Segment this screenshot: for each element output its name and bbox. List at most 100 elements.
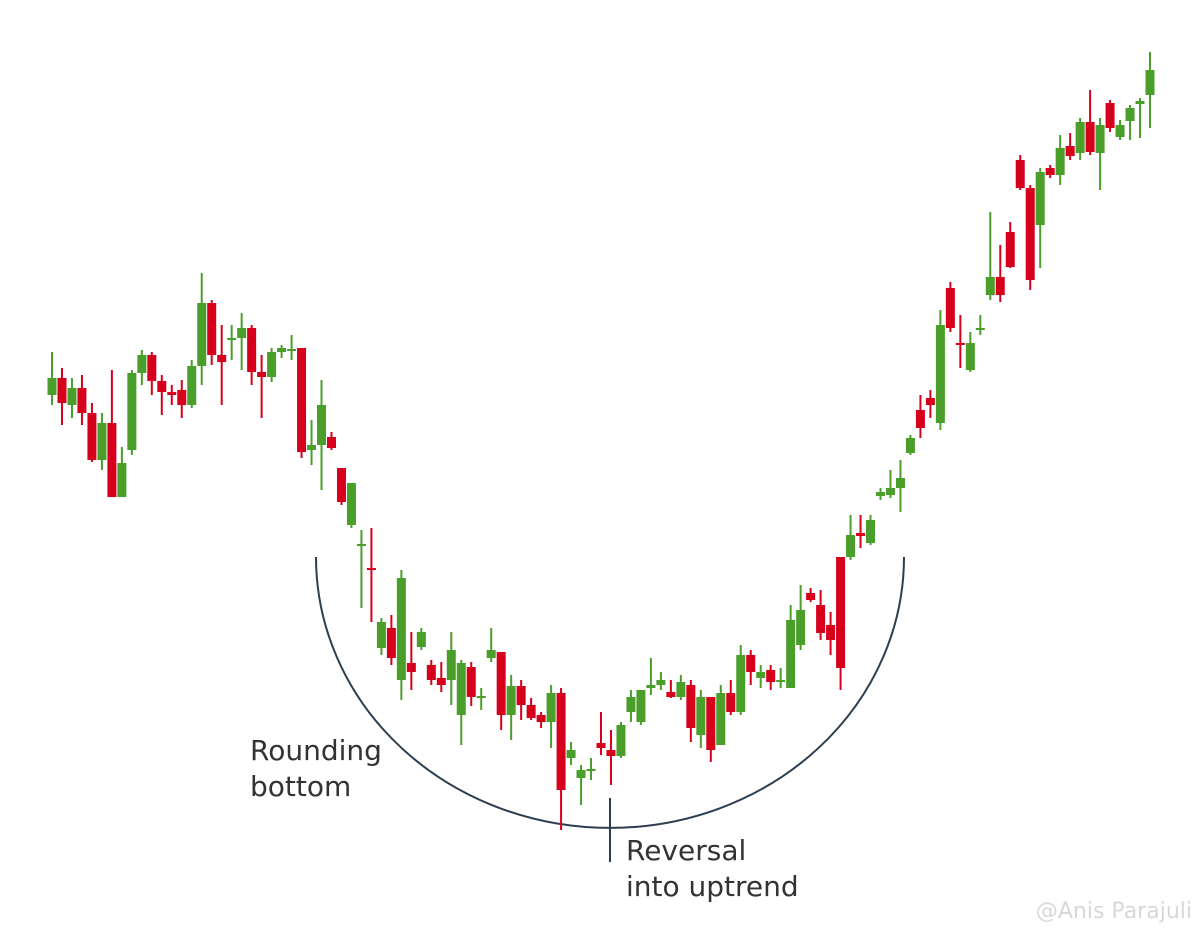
candle-body xyxy=(606,750,616,756)
candle-body xyxy=(107,423,117,497)
candle-body xyxy=(716,693,726,745)
candle-body xyxy=(426,665,436,680)
candle-body xyxy=(436,678,446,685)
candle-body xyxy=(856,533,866,536)
candle-body xyxy=(656,680,666,685)
candle-body xyxy=(376,622,386,648)
candle-body xyxy=(826,625,836,640)
candle-body xyxy=(536,715,546,722)
candle-body xyxy=(1025,188,1035,280)
candle-body xyxy=(905,438,915,453)
candle-body xyxy=(756,672,766,678)
annotation-line: Reversal xyxy=(626,834,746,867)
candle-body xyxy=(336,468,346,502)
candle-body xyxy=(676,682,686,697)
candle-body xyxy=(736,655,746,712)
candle-body xyxy=(177,390,187,405)
candle-body xyxy=(576,770,586,778)
candle-body xyxy=(1015,160,1025,188)
candle-body xyxy=(277,348,287,352)
candle-body xyxy=(456,663,466,715)
candle-body xyxy=(746,655,756,672)
candle-body xyxy=(566,750,576,758)
candle-body xyxy=(776,680,786,682)
candle-body xyxy=(396,578,406,680)
candle-body xyxy=(1135,101,1145,104)
candle-body xyxy=(346,483,356,525)
candle-body xyxy=(1055,148,1065,175)
candle-body xyxy=(416,632,426,647)
annotation-line: Rounding xyxy=(250,734,382,767)
candle-body xyxy=(446,650,456,680)
candle-body xyxy=(496,652,506,715)
candle-body xyxy=(1075,122,1085,153)
candle-body xyxy=(636,690,646,722)
candle-body xyxy=(885,488,895,495)
candle-body xyxy=(586,769,596,771)
candle-body xyxy=(965,343,975,370)
candle-body xyxy=(816,605,826,633)
annotation: Rounding bottom xyxy=(250,734,391,803)
candle-body xyxy=(326,437,336,448)
candle-body xyxy=(97,423,107,460)
candle-body xyxy=(696,697,706,735)
candle-body xyxy=(57,378,67,403)
annotation-line: into uptrend xyxy=(626,870,799,903)
candle-body xyxy=(287,349,297,351)
candle-body xyxy=(706,697,716,750)
candle-body xyxy=(895,478,905,488)
candle-body xyxy=(187,366,197,405)
candle-body xyxy=(1095,125,1105,153)
candle-body xyxy=(1125,108,1135,121)
candle-body xyxy=(796,610,806,645)
candle-body xyxy=(985,277,995,295)
candle-body xyxy=(157,381,167,392)
candle-body xyxy=(726,693,736,712)
candle-body xyxy=(666,692,676,697)
candle-body xyxy=(167,392,177,395)
candle-body xyxy=(257,372,267,377)
candle-body xyxy=(945,288,955,328)
candle-body xyxy=(616,725,626,756)
candle-body xyxy=(546,693,556,722)
candle-body xyxy=(67,388,77,405)
candle-body xyxy=(995,277,1005,295)
candle-body xyxy=(516,686,526,705)
candle-body xyxy=(556,693,566,790)
candle-body xyxy=(386,628,396,658)
candle-body xyxy=(466,667,476,697)
candle-body xyxy=(366,568,376,570)
candle-body xyxy=(227,338,237,340)
candle-body xyxy=(955,343,965,345)
candle-body xyxy=(836,557,846,668)
candle-body xyxy=(1065,146,1075,156)
candle-body xyxy=(1145,70,1155,95)
candle-body xyxy=(77,388,87,413)
candle-body xyxy=(356,544,366,546)
candle-body xyxy=(247,328,257,372)
candle-body xyxy=(1085,122,1095,152)
candle-body xyxy=(646,685,656,688)
candle-body xyxy=(915,410,925,428)
candle-body xyxy=(476,696,486,698)
candle-body xyxy=(925,398,935,405)
candle-body xyxy=(406,663,416,672)
candle-body xyxy=(127,373,137,450)
candle-body xyxy=(1115,125,1125,137)
candle-body xyxy=(1045,168,1055,175)
candle-body xyxy=(526,705,536,718)
candle-body xyxy=(117,463,127,497)
candle-body xyxy=(47,378,57,395)
candle-body xyxy=(786,620,796,688)
candle-body xyxy=(875,492,885,496)
candle-body xyxy=(197,303,207,366)
candle-body xyxy=(217,355,227,362)
annotation: Reversal into uptrend xyxy=(626,834,799,903)
candle-body xyxy=(1035,172,1045,225)
candle-body xyxy=(137,355,147,373)
candle-body xyxy=(297,348,307,452)
candle-body xyxy=(317,405,327,445)
candle-body xyxy=(307,445,317,450)
